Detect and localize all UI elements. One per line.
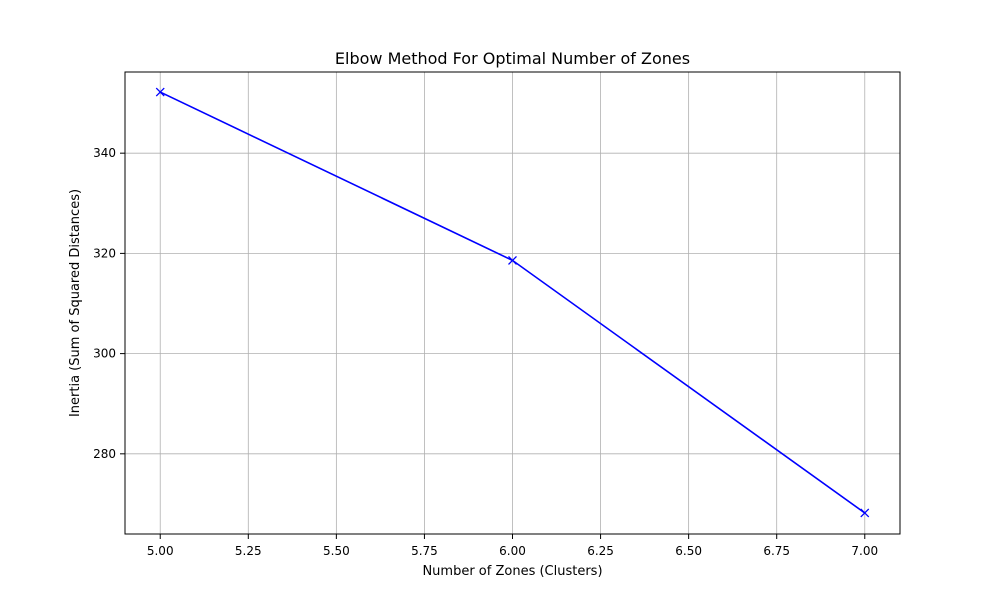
y-axis-label: Inertia (Sum of Squared Distances) [68,189,83,417]
x-tick-label: 5.75 [411,544,438,558]
x-tick-label: 5.00 [147,544,174,558]
axis-ticks: 5.00 5.25 5.50 5.75 6.00 6.25 6.50 6.75 7.00 280 3… [93,146,878,558]
y-tick-label: 300 [93,347,116,361]
data-series [155,87,870,518]
y-tick-label: 320 [93,246,116,260]
grid-lines [125,72,900,534]
marker-stroke [860,508,870,518]
x-tick-label: 7.00 [851,544,878,558]
data-point-marker [508,255,517,265]
y-tick-label: 280 [93,447,116,461]
x-tick-label: 6.25 [587,544,614,558]
chart-title: Elbow Method For Optimal Number of Zones [335,49,690,68]
x-axis-label: Number of Zones (Clusters) [422,564,602,579]
x-tick-label: 6.50 [675,544,702,558]
y-tick-label: 340 [93,146,116,160]
x-tick-label: 6.75 [763,544,790,558]
data-point-marker [155,87,165,97]
x-tick-label: 5.50 [323,544,350,558]
data-point-marker [860,508,870,518]
marker-stroke [155,87,165,97]
marker-stroke [508,255,517,265]
x-tick-label: 5.25 [235,544,262,558]
x-tick-label: 6.00 [499,544,526,558]
